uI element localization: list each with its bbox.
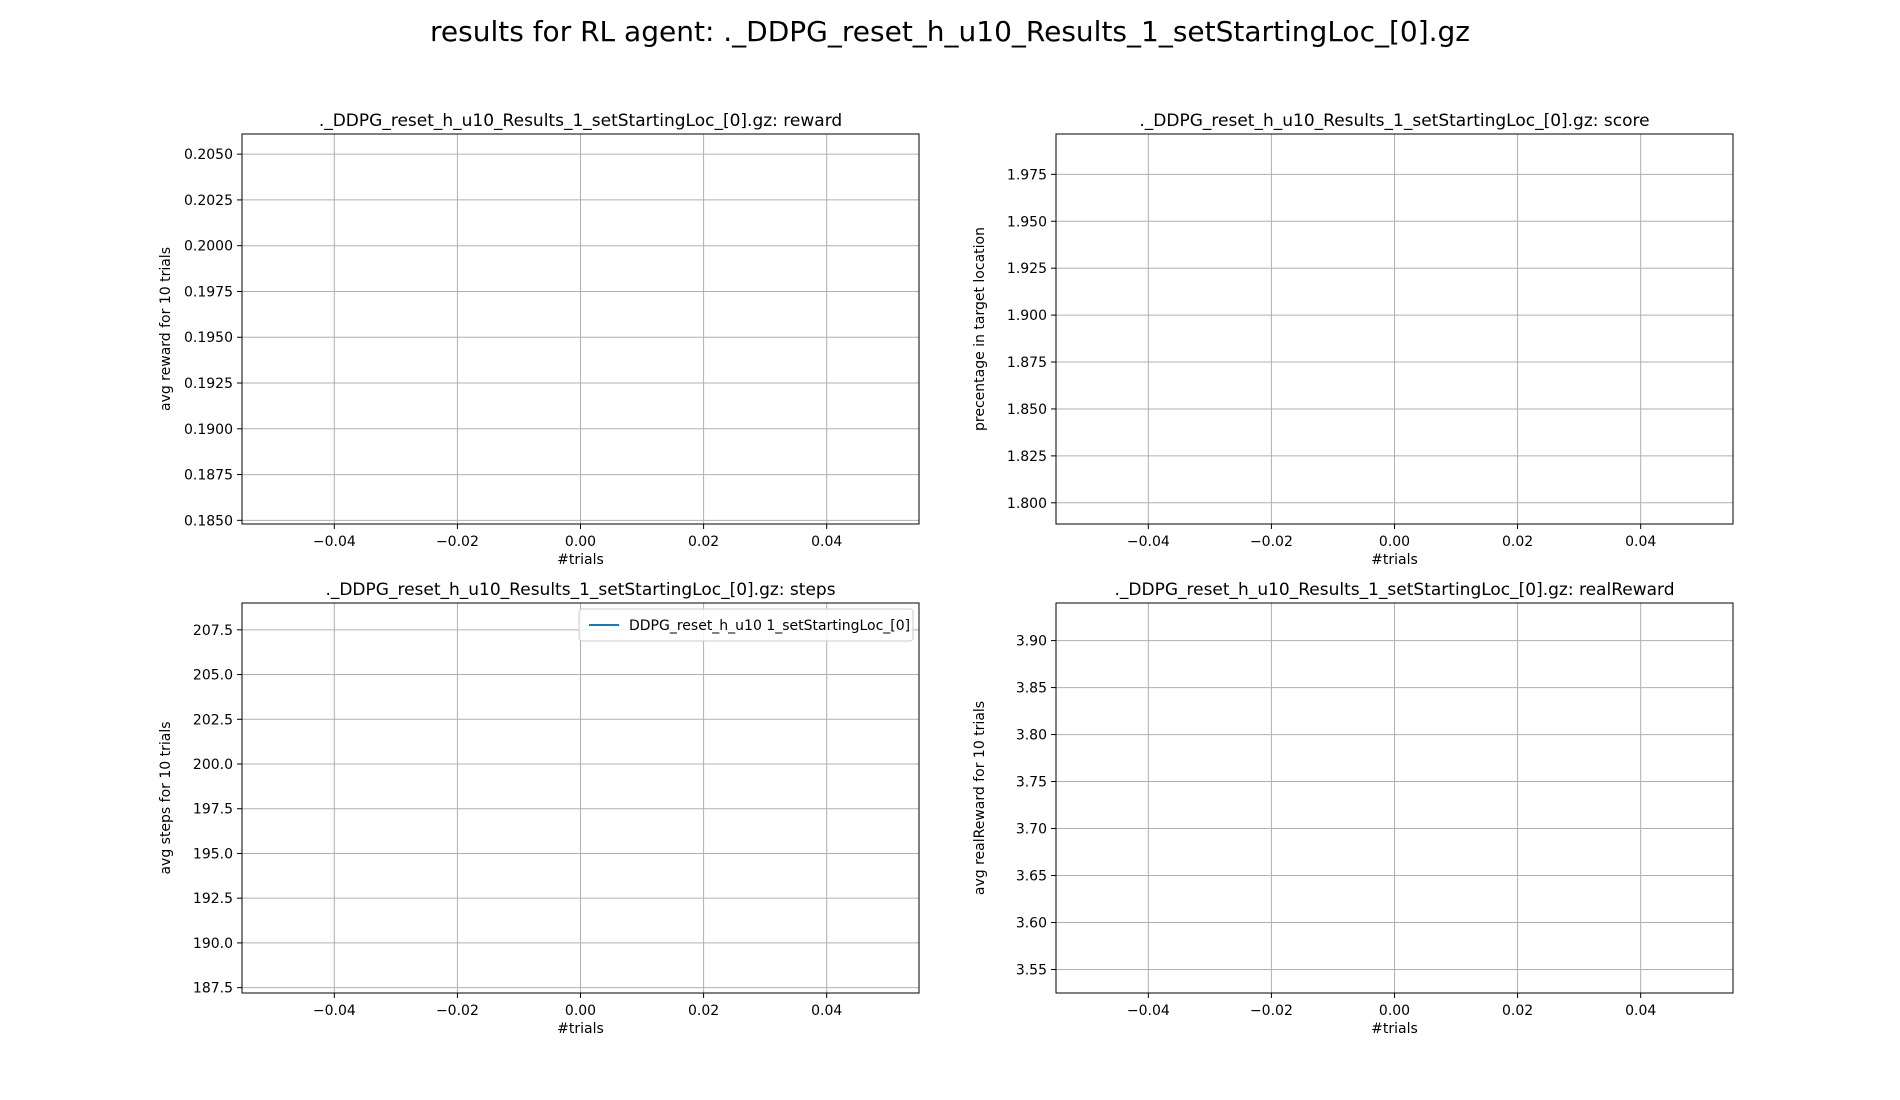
y-tick-label: 202.5 bbox=[193, 712, 233, 728]
x-tick-label: −0.02 bbox=[436, 534, 479, 550]
subplot-4: −0.04 −0.02 0.00 0.02 0.04 3.55 3.60 3.65 3.70 3.… bbox=[972, 580, 1734, 1037]
y-tick-label: 1.800 bbox=[1007, 496, 1047, 512]
x-tick-label: −0.02 bbox=[1250, 534, 1293, 550]
axes-frame bbox=[241, 133, 920, 525]
subplot-3: −0.04 −0.02 0.00 0.02 0.04 187.5 190.0 192.5 195… bbox=[158, 580, 920, 1037]
y-tick-label: 200.0 bbox=[193, 757, 233, 773]
x-tick-label: −0.02 bbox=[1250, 1003, 1293, 1019]
y-tick-label: 187.5 bbox=[193, 981, 233, 997]
x-tick-label: 0.04 bbox=[811, 534, 842, 550]
y-tick-label: 0.1900 bbox=[184, 422, 233, 438]
y-tick-label: 3.60 bbox=[1016, 916, 1047, 932]
y-tick-label: 1.975 bbox=[1007, 167, 1047, 183]
y-tick-label: 0.2050 bbox=[184, 147, 233, 163]
y-tick-label: 190.0 bbox=[193, 936, 233, 952]
y-tick-label: 1.925 bbox=[1007, 261, 1047, 277]
x-tick-label: 0.00 bbox=[1379, 534, 1410, 550]
figure-title: results for RL agent: ._DDPG_reset_h_u10… bbox=[430, 15, 1470, 48]
y-tick-label: 0.1925 bbox=[184, 376, 233, 392]
x-axis-label: #trials bbox=[1371, 552, 1418, 568]
subplot-title: ._DDPG_reset_h_u10_Results_1_setStarting… bbox=[319, 111, 842, 131]
x-axis-label: #trials bbox=[557, 1021, 604, 1037]
x-tick-label: −0.02 bbox=[436, 1003, 479, 1019]
y-tick-label: 192.5 bbox=[193, 891, 233, 907]
y-tick-label: 195.0 bbox=[193, 846, 233, 862]
y-tick-label: 3.85 bbox=[1016, 681, 1047, 697]
y-tick-label: 0.2025 bbox=[184, 193, 233, 209]
legend-label: DDPG_reset_h_u10 1_setStartingLoc_[0] bbox=[629, 618, 910, 634]
y-tick-label: 1.900 bbox=[1007, 308, 1047, 324]
y-tick-label: 207.5 bbox=[193, 623, 233, 639]
y-tick-label: 3.90 bbox=[1016, 634, 1047, 650]
y-tick-label: 205.0 bbox=[193, 668, 233, 684]
x-tick-label: 0.04 bbox=[811, 1003, 842, 1019]
x-axis-label: #trials bbox=[1371, 1021, 1418, 1037]
y-tick-label: 3.75 bbox=[1016, 775, 1047, 791]
x-tick-label: 0.00 bbox=[565, 534, 596, 550]
x-tick-label: −0.04 bbox=[313, 1003, 356, 1019]
x-tick-label: −0.04 bbox=[313, 534, 356, 550]
x-tick-label: 0.02 bbox=[688, 534, 719, 550]
y-axis-label: avg realReward for 10 trials bbox=[972, 701, 988, 895]
x-tick-label: −0.04 bbox=[1127, 534, 1170, 550]
legend-box bbox=[578, 608, 914, 642]
x-tick-label: 0.02 bbox=[688, 1003, 719, 1019]
y-axis-label: avg reward for 10 trials bbox=[158, 247, 174, 411]
y-tick-label: 1.875 bbox=[1007, 355, 1047, 371]
y-tick-label: 197.5 bbox=[193, 802, 233, 818]
y-axis-label: avg steps for 10 trials bbox=[158, 721, 174, 874]
axes-frame bbox=[1055, 133, 1734, 525]
x-tick-label: 0.02 bbox=[1502, 1003, 1533, 1019]
x-tick-label: 0.00 bbox=[565, 1003, 596, 1019]
axes-frame bbox=[241, 602, 920, 994]
axes-frame bbox=[1055, 602, 1734, 994]
subplot-title: ._DDPG_reset_h_u10_Results_1_setStarting… bbox=[325, 580, 835, 600]
x-tick-label: 0.04 bbox=[1625, 1003, 1656, 1019]
y-tick-label: 0.1950 bbox=[184, 330, 233, 346]
y-tick-label: 0.1875 bbox=[184, 468, 233, 484]
subplot-2: −0.04 −0.02 0.00 0.02 0.04 1.800 1.825 1.850 1.8… bbox=[972, 111, 1734, 568]
y-tick-label: 3.80 bbox=[1016, 728, 1047, 744]
x-tick-label: −0.04 bbox=[1127, 1003, 1170, 1019]
y-tick-label: 1.850 bbox=[1007, 402, 1047, 418]
y-tick-label: 3.65 bbox=[1016, 869, 1047, 885]
y-tick-label: 3.70 bbox=[1016, 822, 1047, 838]
y-tick-label: 0.2000 bbox=[184, 239, 233, 255]
y-tick-label: 0.1975 bbox=[184, 284, 233, 300]
x-axis-label: #trials bbox=[557, 552, 604, 568]
y-tick-label: 1.825 bbox=[1007, 449, 1047, 465]
subplot-1: −0.04 −0.02 0.00 0.02 0.04 0.1850 0.1875 0.1900… bbox=[158, 111, 920, 568]
x-tick-label: 0.04 bbox=[1625, 534, 1656, 550]
x-tick-label: 0.00 bbox=[1379, 1003, 1410, 1019]
subplot-title: ._DDPG_reset_h_u10_Results_1_setStarting… bbox=[1139, 111, 1649, 131]
subplot-title: ._DDPG_reset_h_u10_Results_1_setStarting… bbox=[1114, 580, 1674, 600]
x-tick-label: 0.02 bbox=[1502, 534, 1533, 550]
legend: DDPG_reset_h_u10 1_setStartingLoc_[0] bbox=[578, 608, 914, 642]
y-tick-label: 0.1850 bbox=[184, 513, 233, 529]
y-axis-label: precentage in target location bbox=[972, 227, 988, 431]
y-tick-label: 3.55 bbox=[1016, 963, 1047, 979]
y-tick-label: 1.950 bbox=[1007, 214, 1047, 230]
